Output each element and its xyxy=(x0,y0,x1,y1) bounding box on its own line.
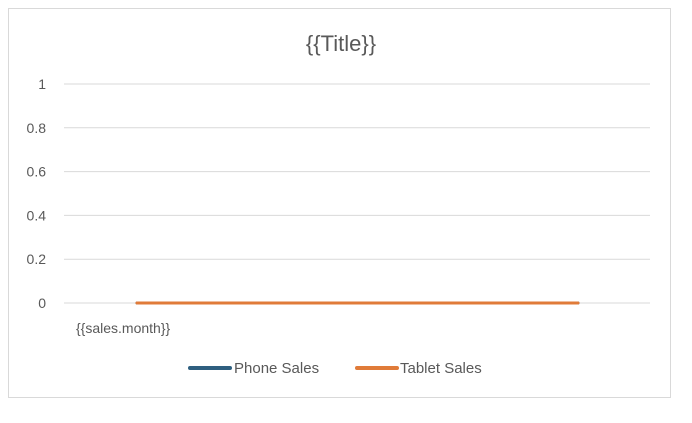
y-tick-label: 0.2 xyxy=(27,251,47,267)
x-tick-label: {{sales.month}} xyxy=(76,320,171,336)
y-tick-label: 0 xyxy=(38,295,46,311)
chart-frame xyxy=(8,8,671,398)
y-tick-label: 0.6 xyxy=(27,164,47,180)
y-tick-label: 0.8 xyxy=(27,120,47,136)
y-tick-label: 1 xyxy=(38,76,46,92)
legend-label: Phone Sales xyxy=(234,360,319,377)
y-tick-label: 0.4 xyxy=(27,207,47,223)
legend-label: Tablet Sales xyxy=(400,360,482,377)
chart-title: {{Title}} xyxy=(306,31,376,56)
